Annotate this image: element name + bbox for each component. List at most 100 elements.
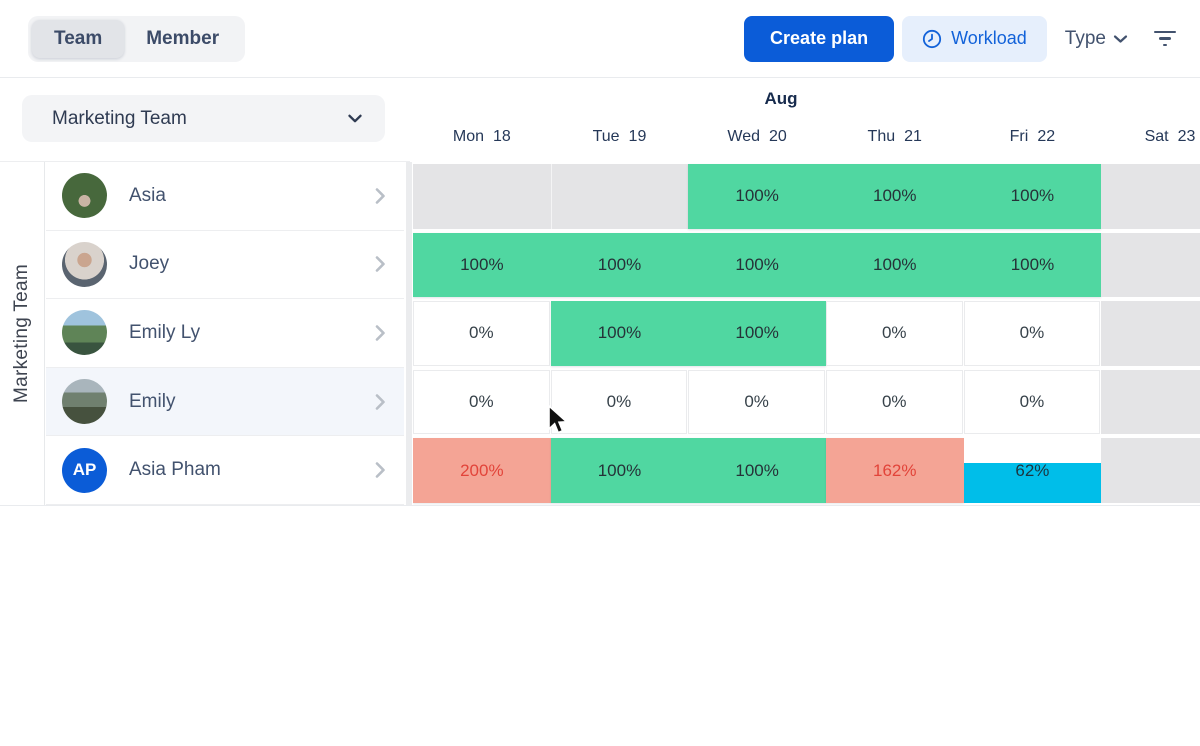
member-name: Emily Ly bbox=[129, 321, 201, 343]
group-label-strip: Marketing Team bbox=[0, 162, 45, 505]
avatar bbox=[62, 173, 107, 219]
workload-value: 100% bbox=[597, 323, 642, 343]
chevron-right-icon[interactable] bbox=[375, 255, 386, 273]
team-selector-dropdown[interactable]: Marketing Team bbox=[22, 95, 385, 142]
weekend-cell bbox=[1101, 369, 1200, 435]
workload-value: 100% bbox=[1010, 254, 1055, 274]
workload-value: 0% bbox=[881, 323, 907, 343]
day-header-row: Mon 18 Tue 19 Wed 20 Thu 21 Fri 22 Sat 23 bbox=[413, 128, 1200, 150]
weekend-cell bbox=[1101, 301, 1200, 366]
workload-value: 162% bbox=[873, 460, 917, 480]
workload-value: 100% bbox=[873, 186, 917, 206]
workload-cell-zero[interactable]: 0% bbox=[825, 301, 963, 366]
avatar bbox=[62, 241, 107, 287]
day-number: 19 bbox=[628, 128, 647, 145]
chevron-down-icon bbox=[1113, 34, 1128, 44]
workload-value: 100% bbox=[735, 323, 779, 343]
workload-cell-over[interactable]: 200% bbox=[413, 438, 551, 503]
workload-cell-normal[interactable]: 100% 100% 100% bbox=[688, 164, 1102, 229]
day-name: Sat bbox=[1144, 128, 1169, 145]
day-header-fri: Fri 22 bbox=[964, 128, 1102, 150]
workload-value: 62% bbox=[1015, 460, 1050, 480]
workload-value: 100% bbox=[873, 254, 917, 274]
workload-cell-zero[interactable]: 0% bbox=[825, 369, 963, 435]
member-row-asia-pham[interactable]: AP Asia Pham bbox=[46, 436, 404, 505]
chevron-right-icon[interactable] bbox=[375, 187, 386, 205]
filter-icon[interactable] bbox=[1148, 22, 1182, 56]
member-row-asia[interactable]: Asia bbox=[46, 162, 404, 231]
workload-cell-zero[interactable]: 0% bbox=[963, 301, 1101, 366]
type-dropdown[interactable]: Type bbox=[1061, 22, 1132, 56]
day-number: 21 bbox=[904, 128, 922, 145]
workload-value: 100% bbox=[1010, 186, 1055, 206]
workload-cell-normal[interactable]: 100% 100% bbox=[550, 301, 826, 366]
member-row-joey[interactable]: Joey bbox=[46, 230, 404, 300]
workload-value: 0% bbox=[1019, 323, 1045, 343]
workload-value: 0% bbox=[606, 392, 632, 412]
chevron-down-icon bbox=[347, 113, 363, 124]
workload-value: 0% bbox=[469, 323, 494, 343]
workload-value: 0% bbox=[469, 392, 494, 412]
avatar bbox=[62, 379, 107, 425]
day-number: 23 bbox=[1177, 128, 1196, 145]
grid-row-joey: 100% 100% 100% 100% 100% bbox=[413, 231, 1200, 300]
day-header-wed: Wed 20 bbox=[688, 128, 826, 150]
column-separator bbox=[550, 164, 552, 229]
day-number: 18 bbox=[492, 128, 511, 145]
day-name: Tue bbox=[592, 128, 620, 145]
panel-divider bbox=[404, 162, 413, 505]
weekend-cell bbox=[1101, 438, 1200, 503]
workload-grid: 100% 100% 100% 100% 100% 100% 100% 100% 0% 100% 10… bbox=[413, 162, 1200, 505]
day-header-mon: Mon 18 bbox=[413, 128, 551, 150]
day-header-thu: Thu 21 bbox=[826, 128, 964, 150]
workload-cell-zero[interactable]: 0% bbox=[413, 301, 550, 366]
workload-button[interactable]: Workload bbox=[902, 15, 1047, 62]
workload-cell-partial[interactable]: 62% bbox=[963, 438, 1102, 503]
workload-value: 100% bbox=[735, 254, 779, 274]
weekend-cell bbox=[1101, 232, 1200, 298]
clock-icon bbox=[922, 29, 942, 49]
workload-cell-zero[interactable]: 0% bbox=[550, 369, 688, 435]
segment-team[interactable]: Team bbox=[32, 19, 125, 58]
member-name: Asia bbox=[129, 184, 166, 206]
workload-value: 100% bbox=[460, 254, 504, 274]
member-name: Emily bbox=[129, 390, 176, 412]
workload-cell-zero[interactable]: 0% bbox=[963, 369, 1101, 435]
chevron-right-icon[interactable] bbox=[375, 461, 386, 479]
workload-value: 200% bbox=[460, 460, 504, 480]
workload-cell-zero[interactable]: 0% bbox=[413, 369, 550, 435]
chevron-right-icon[interactable] bbox=[375, 393, 386, 411]
header-row: Marketing Team Aug Mon 18 Tue 19 Wed 20 Thu 21 F… bbox=[0, 78, 1200, 162]
member-row-emily[interactable]: Emily bbox=[46, 367, 404, 437]
calendar-header: Aug Mon 18 Tue 19 Wed 20 Thu 21 Fri 22 Sat 23 bbox=[413, 78, 1200, 162]
partial-fill-bar bbox=[963, 462, 1102, 503]
weekend-cell bbox=[1101, 164, 1200, 229]
day-name: Fri bbox=[1009, 128, 1029, 145]
workload-cell-zero[interactable]: 0% bbox=[688, 369, 825, 435]
workload-cell-over[interactable]: 162% bbox=[825, 438, 964, 503]
create-plan-button[interactable]: Create plan bbox=[744, 15, 895, 62]
grid-bottom-divider bbox=[0, 505, 1200, 506]
member-row-emily-ly[interactable]: Emily Ly bbox=[46, 299, 404, 368]
team-member-segmented-control: Team Member bbox=[28, 15, 246, 62]
day-header-tue: Tue 19 bbox=[551, 128, 689, 150]
member-list: Asia Joey Emily Ly Emily AP Asia Pham bbox=[46, 162, 404, 505]
workload-value: 0% bbox=[1019, 392, 1045, 412]
grid-row-emily-ly: 0% 100% 100% 0% 0% bbox=[413, 299, 1200, 368]
segment-member[interactable]: Member bbox=[146, 27, 220, 49]
avatar: AP bbox=[62, 447, 107, 493]
workload-value: 0% bbox=[744, 392, 769, 412]
day-name: Thu bbox=[867, 128, 896, 145]
workload-value: 100% bbox=[597, 460, 642, 480]
member-name: Asia Pham bbox=[129, 459, 221, 481]
day-name: Mon bbox=[452, 128, 484, 145]
member-name: Joey bbox=[129, 253, 170, 275]
workload-cell-empty[interactable] bbox=[413, 164, 689, 229]
workload-value: 0% bbox=[881, 392, 907, 412]
chevron-right-icon[interactable] bbox=[375, 324, 386, 342]
workload-value: 100% bbox=[735, 460, 779, 480]
workload-cell-normal[interactable]: 100% 100% 100% 100% 100% bbox=[413, 232, 1102, 298]
workload-button-label: Workload bbox=[951, 28, 1027, 48]
workload-cell-normal[interactable]: 100% 100% bbox=[550, 438, 826, 503]
